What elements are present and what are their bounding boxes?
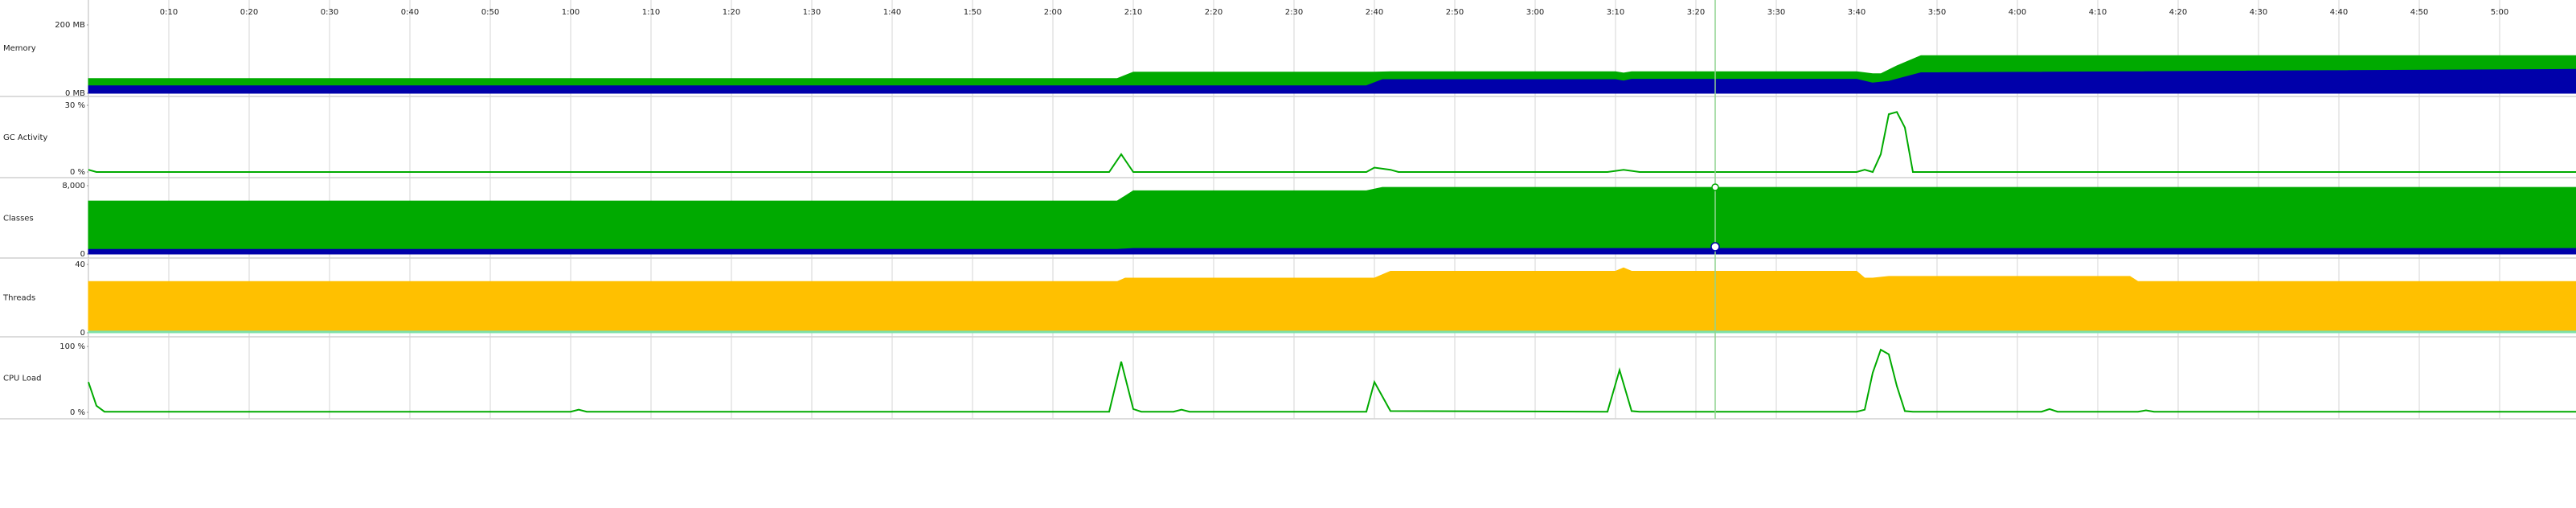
time-tick-label: 1:50 xyxy=(964,8,981,17)
y-tick-label: 8,000 xyxy=(62,182,85,190)
time-tick-label: 0:10 xyxy=(160,8,178,17)
time-tick-label: 4:00 xyxy=(2009,8,2026,17)
panel-label: Threads xyxy=(2,294,35,303)
y-tick-label: 0 % xyxy=(70,168,85,177)
y-tick-label: 100 % xyxy=(59,342,85,351)
time-tick-label: 3:30 xyxy=(1767,8,1785,17)
time-tick-label: 1:20 xyxy=(723,8,740,17)
time-tick-label: 4:50 xyxy=(2410,8,2428,17)
time-tick-label: 0:30 xyxy=(321,8,338,17)
time-tick-label: 2:10 xyxy=(1124,8,1142,17)
time-tick-label: 3:00 xyxy=(1526,8,1544,17)
time-tick-label: 1:30 xyxy=(803,8,821,17)
time-tick-label: 4:20 xyxy=(2169,8,2187,17)
area-series xyxy=(88,68,2576,94)
labels: 0:10 0:20 0:30 0:40 0:50 1:00 1:10 1:20 1:30 1:40… xyxy=(2,8,2508,417)
time-tick-label: 3:40 xyxy=(1848,8,1865,17)
time-tick-label: 2:30 xyxy=(1285,8,1303,17)
time-tick-label: 2:00 xyxy=(1044,8,1062,17)
y-tick-label: 30 % xyxy=(65,101,85,110)
time-tick-label: 0:40 xyxy=(401,8,419,17)
line-series xyxy=(88,348,2576,413)
y-tick-label: 40 xyxy=(75,260,85,269)
area-series xyxy=(88,267,2576,334)
y-tick-label: 0 MB xyxy=(65,89,85,98)
panel-label: CPU Load xyxy=(3,375,42,383)
time-tick-label: 5:00 xyxy=(2491,8,2508,17)
time-tick-label: 2:40 xyxy=(1366,8,1383,17)
line-series xyxy=(88,111,2576,174)
panel-label: Memory xyxy=(3,44,36,53)
time-tick-label: 0:50 xyxy=(481,8,499,17)
y-tick-label: 0 xyxy=(80,250,85,259)
time-tick-label: 2:50 xyxy=(1446,8,1464,17)
time-tick-label: 3:10 xyxy=(1607,8,1624,17)
panel-label: GC Activity xyxy=(3,133,47,142)
time-tick-label: 4:30 xyxy=(2250,8,2267,17)
panel-label: Classes xyxy=(3,215,34,223)
time-tick-label: 1:40 xyxy=(883,8,901,17)
cursor-marker xyxy=(1711,183,1719,191)
y-tick-label: 200 MB xyxy=(55,21,85,30)
time-tick-label: 3:20 xyxy=(1687,8,1705,17)
time-tick-label: 1:10 xyxy=(642,8,660,17)
area-series xyxy=(88,248,2576,255)
cursor-marker xyxy=(1710,242,1720,252)
time-tick-label: 1:00 xyxy=(562,8,579,17)
y-tick-label: 0 % xyxy=(70,408,85,417)
time-tick-label: 4:10 xyxy=(2089,8,2107,17)
time-tick-label: 2:20 xyxy=(1205,8,1222,17)
area-series xyxy=(88,330,2576,334)
time-tick-label: 0:20 xyxy=(240,8,258,17)
time-tick-label: 4:40 xyxy=(2330,8,2348,17)
time-tick-label: 3:50 xyxy=(1928,8,1946,17)
plots xyxy=(88,55,2576,413)
y-tick-label: 0 xyxy=(80,329,85,338)
